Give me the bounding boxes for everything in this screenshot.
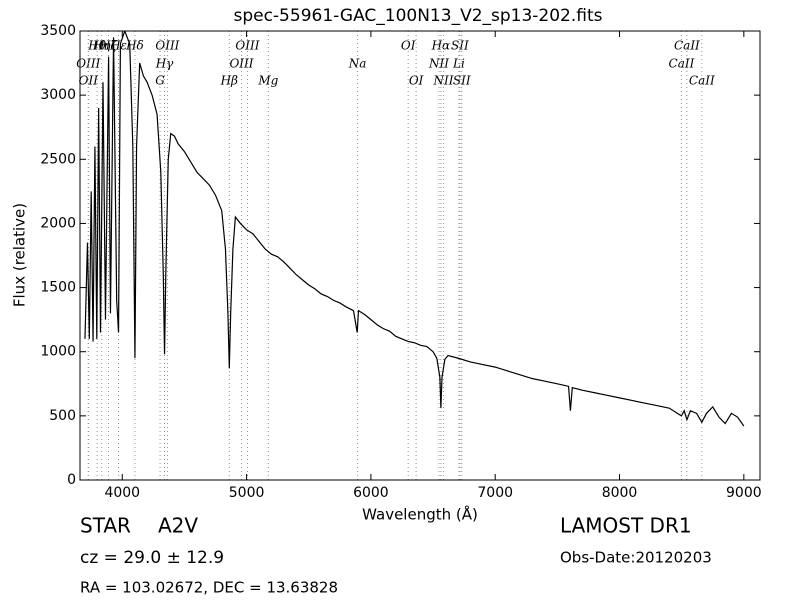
spectral-line-label: OIII (235, 39, 259, 53)
spectral-line-label: OI (409, 74, 424, 88)
y-tick-label: 1500 (40, 280, 76, 296)
y-tick-label: 2000 (40, 215, 76, 231)
x-tick-label: 7000 (477, 485, 513, 501)
subclass: A2V (158, 514, 198, 538)
spectral-line-label: CaII (689, 74, 715, 88)
obs-date: Obs-Date:20120203 (560, 549, 712, 567)
y-tick-label: 1000 (40, 344, 76, 360)
spectral-line-label: Hθ (87, 39, 106, 53)
survey: LAMOST DR1 (560, 514, 692, 538)
y-tick-label: 3000 (40, 87, 76, 103)
spectrum-line (84, 31, 745, 427)
y-tick-label: 2500 (40, 151, 76, 167)
spectral-line-label: Hε (109, 39, 127, 53)
spectral-line-label: Mg (257, 74, 278, 88)
spectral-line-label: OIII (155, 39, 179, 53)
x-tick-label: 4000 (104, 485, 140, 501)
spectral-line-label: Hγ (155, 57, 174, 71)
y-tick-label: 500 (49, 408, 76, 424)
spectral-line-label: Li (452, 57, 465, 71)
plot-frame (79, 30, 761, 481)
spectral-line-label: CaII (674, 39, 700, 53)
spectral-line-label: NII (428, 57, 449, 71)
spectral-line-label: SII (453, 74, 471, 88)
spectral-line-label: Hβ (220, 74, 238, 88)
spectral-line-label: NII (433, 74, 454, 88)
x-axis-label: Wavelength (Å) (362, 505, 478, 524)
spectral-line-label: OII (79, 74, 99, 88)
spectral-line-label: Na (348, 57, 367, 71)
coordinates: RA = 103.02672, DEC = 13.63828 (80, 579, 338, 597)
x-tick-label: 8000 (602, 485, 638, 501)
spectral-line-label: CaII (669, 57, 695, 71)
spectral-line-label: SII (451, 39, 469, 53)
x-tick-label: 9000 (726, 485, 762, 501)
x-tick-label: 6000 (353, 485, 389, 501)
y-axis-label: Flux (relative) (11, 203, 29, 307)
y-tick-label: 0 (67, 472, 76, 488)
chart-title: spec-55961-GAC_100N13_V2_sp13-202.fits (233, 6, 602, 26)
spectral-line-label: OIII (229, 57, 253, 71)
object-class: STAR (80, 514, 131, 538)
spectral-line-label: Hη (92, 39, 111, 53)
spectral-line-label: Hα (431, 39, 451, 53)
redshift: cz = 29.0 ± 12.9 (80, 548, 224, 568)
x-tick-label: 5000 (229, 485, 265, 501)
spectral-line-label: OI (401, 39, 416, 53)
spectral-line-label: G (155, 74, 165, 88)
y-tick-label: 3500 (40, 23, 76, 39)
